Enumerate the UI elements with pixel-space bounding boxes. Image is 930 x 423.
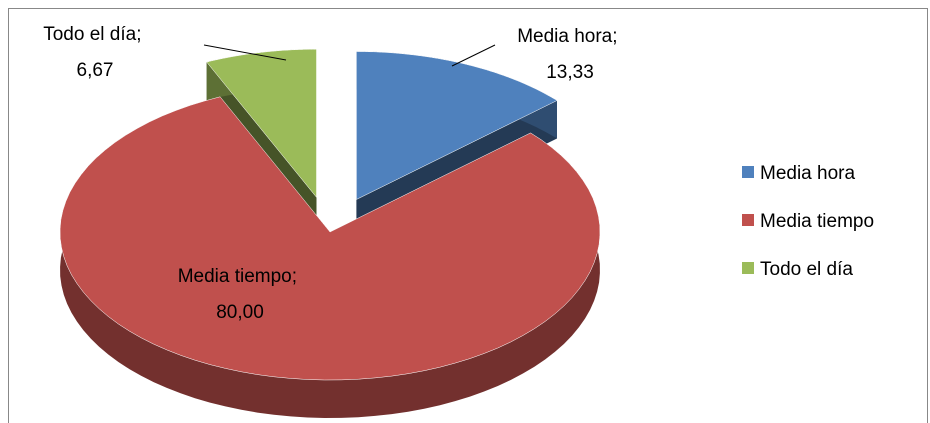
legend-label: Todo el día (760, 259, 853, 280)
legend-label: Media hora (760, 163, 855, 184)
data-label: Media hora; 13,33 (517, 26, 623, 83)
leader-line (203, 44, 287, 61)
data-label: Todo el día; 6,67 (43, 24, 147, 81)
legend-swatch (742, 166, 754, 178)
legend-swatch (742, 214, 754, 226)
leader-line (451, 44, 496, 67)
slice (59, 96, 601, 381)
data-label: Media tiempo; 80,00 (178, 266, 303, 323)
slice (206, 49, 317, 199)
legend-label: Media tiempo (760, 211, 874, 232)
slice (356, 51, 558, 200)
legend-swatch (742, 262, 754, 274)
